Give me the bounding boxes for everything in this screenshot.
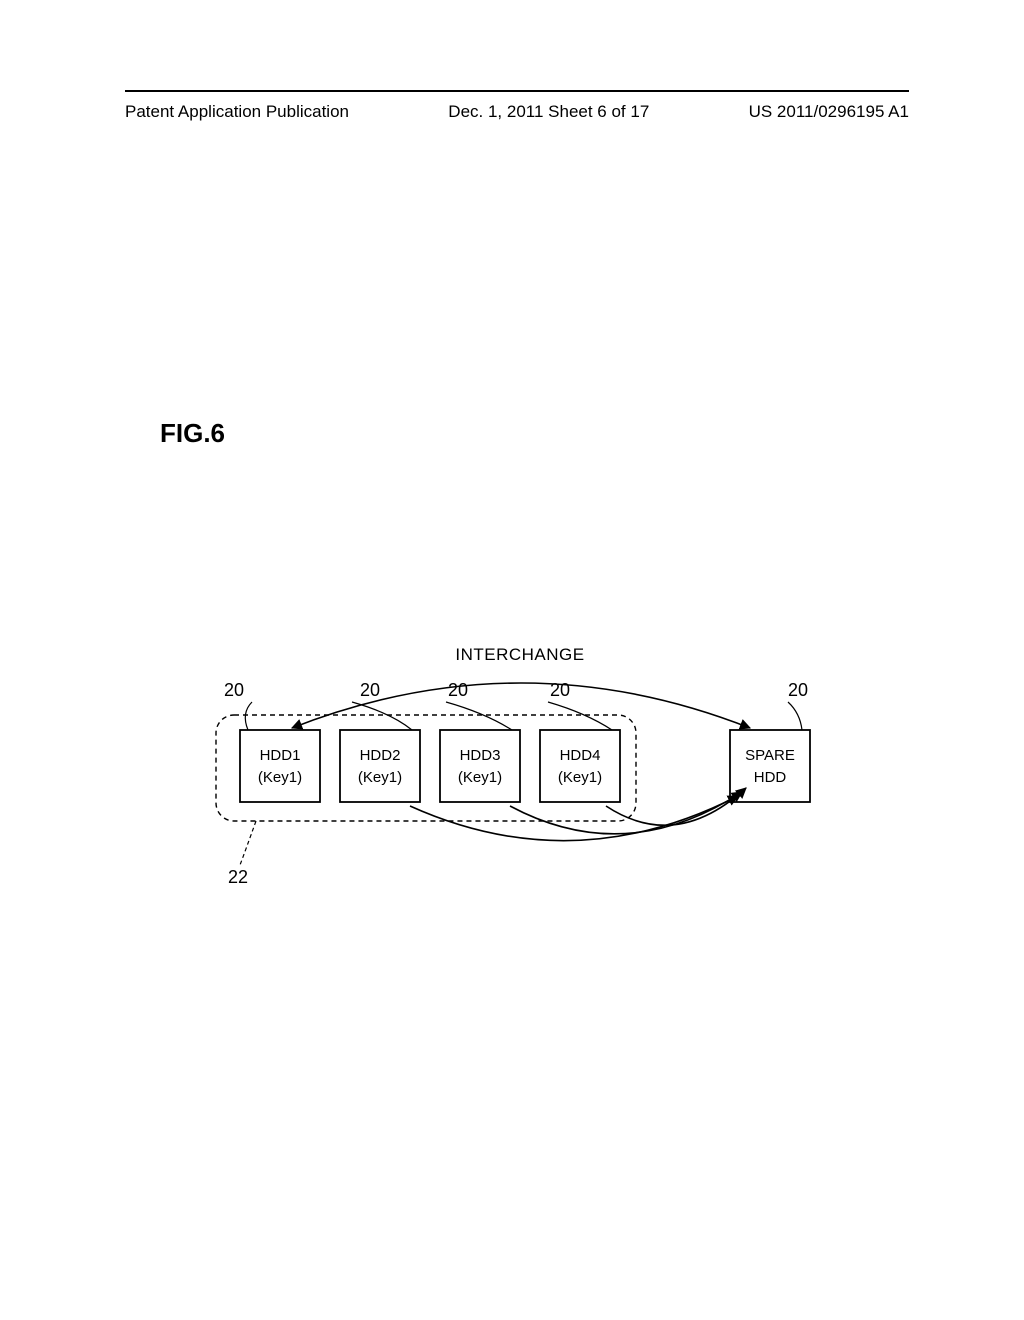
hdd-box: [540, 730, 620, 802]
node-ref-lead: [352, 702, 412, 730]
node-ref-label: 20: [360, 680, 380, 700]
node-ref-label: 20: [788, 680, 808, 700]
interchange-label: INTERCHANGE: [455, 645, 584, 664]
hdd-line2: (Key1): [358, 769, 402, 786]
node-ref-lead: [788, 702, 802, 730]
page-header: Patent Application Publication Dec. 1, 2…: [0, 90, 1024, 122]
hdd-line1: HDD3: [460, 747, 501, 764]
hdd-box: [340, 730, 420, 802]
node-ref-lead: [548, 702, 612, 730]
flow-arc: [606, 788, 746, 825]
header-text-row: Patent Application Publication Dec. 1, 2…: [0, 92, 1024, 122]
hdd-line2: (Key1): [258, 769, 302, 786]
header-center: Dec. 1, 2011 Sheet 6 of 17: [448, 102, 649, 122]
hdd-line1: HDD4: [560, 747, 601, 764]
hdd-line2: (Key1): [458, 769, 502, 786]
node-ref-label: 20: [550, 680, 570, 700]
node-ref-label: 20: [224, 680, 244, 700]
figure-label: FIG.6: [160, 418, 225, 449]
node-ref-lead: [446, 702, 512, 730]
hdd-line2: (Key1): [558, 769, 602, 786]
node-ref-lead: [245, 702, 252, 730]
group-ref-label: 22: [228, 867, 248, 887]
hdd-box: [440, 730, 520, 802]
header-right: US 2011/0296195 A1: [749, 102, 909, 122]
hdd-line1: HDD2: [360, 747, 401, 764]
spare-hdd-line2: HDD: [754, 769, 787, 786]
figure-diagram: 22 HDD1 (Key1) 20 HDD2 (Key1) 20 HDD3 (Key1) 20 HD…: [140, 620, 900, 900]
group-ref-lead: [240, 821, 256, 865]
hdd-box: [240, 730, 320, 802]
hdd-line1: HDD1: [260, 747, 301, 764]
page: Patent Application Publication Dec. 1, 2…: [0, 0, 1024, 1320]
header-left: Patent Application Publication: [125, 102, 349, 122]
diagram-svg: 22 HDD1 (Key1) 20 HDD2 (Key1) 20 HDD3 (Key1) 20 HD…: [140, 620, 900, 900]
node-ref-label: 20: [448, 680, 468, 700]
spare-hdd-line1: SPARE: [745, 747, 795, 764]
